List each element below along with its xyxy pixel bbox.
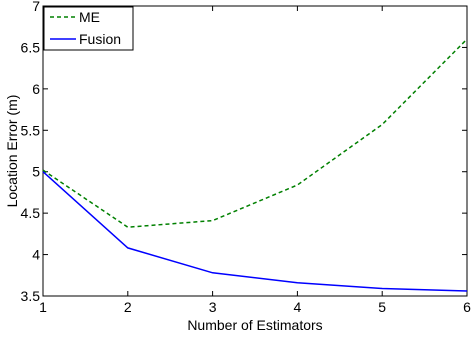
series-line-me [42, 38, 468, 228]
series-lines [42, 38, 468, 292]
x-tick-label: 1 [39, 299, 47, 315]
y-axis-label: Location Error (m) [4, 95, 20, 208]
y-tick-label: 4 [32, 247, 40, 263]
ticks: 1 2 3 4 5 6 3.5 4 4.5 5 5.5 6 6.5 7 [21, 0, 471, 315]
x-tick-label: 3 [209, 299, 217, 315]
x-tick-label: 6 [463, 299, 471, 315]
y-tick-label: 4.5 [21, 205, 41, 221]
plot-area [42, 5, 468, 297]
x-axis-label: Number of Estimators [187, 317, 322, 333]
series-line-fusion [42, 171, 468, 292]
y-tick-label: 7 [32, 0, 40, 14]
x-tick-label: 5 [378, 299, 386, 315]
y-tick-label: 6.5 [21, 39, 41, 55]
legend-box [43, 6, 134, 51]
y-tick-label: 6 [32, 81, 40, 97]
x-tick-label: 4 [294, 299, 302, 315]
legend-label-me: ME [79, 9, 100, 25]
legend: ME Fusion [43, 6, 134, 51]
legend-label-fusion: Fusion [79, 31, 121, 47]
y-tick-label: 5.5 [21, 122, 41, 138]
x-tick-label: 2 [124, 299, 132, 315]
y-tick-label: 5 [32, 164, 40, 180]
plot-frame [42, 5, 468, 297]
y-tick-label: 3.5 [21, 288, 41, 304]
